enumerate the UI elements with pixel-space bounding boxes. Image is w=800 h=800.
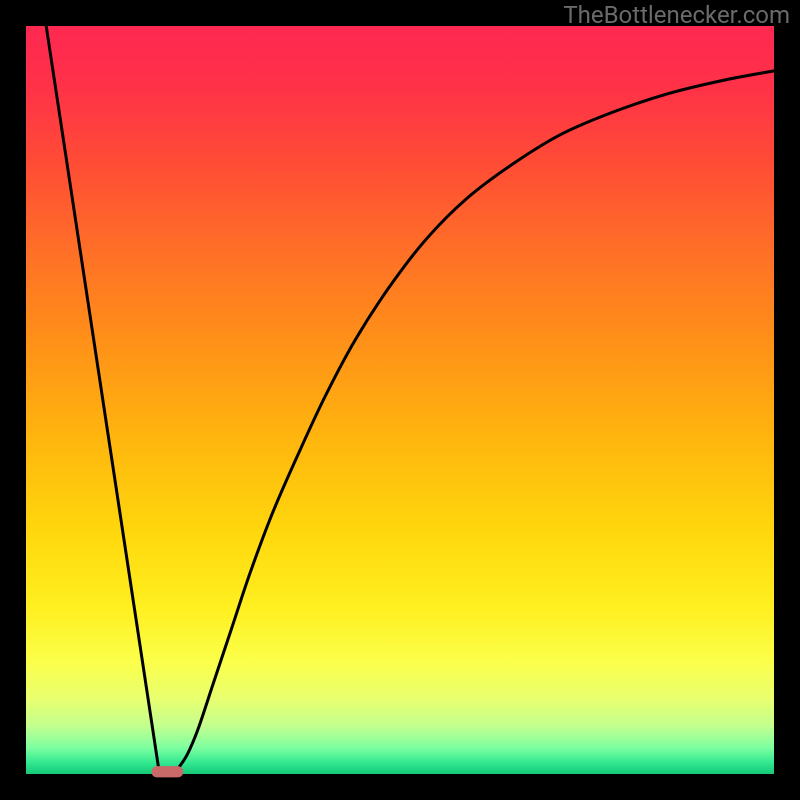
chart-svg — [0, 0, 800, 800]
optimal-marker — [152, 766, 183, 777]
bottleneck-chart: TheBottlenecker.com — [0, 0, 800, 800]
chart-background — [26, 26, 774, 774]
watermark-text: TheBottlenecker.com — [563, 1, 790, 29]
